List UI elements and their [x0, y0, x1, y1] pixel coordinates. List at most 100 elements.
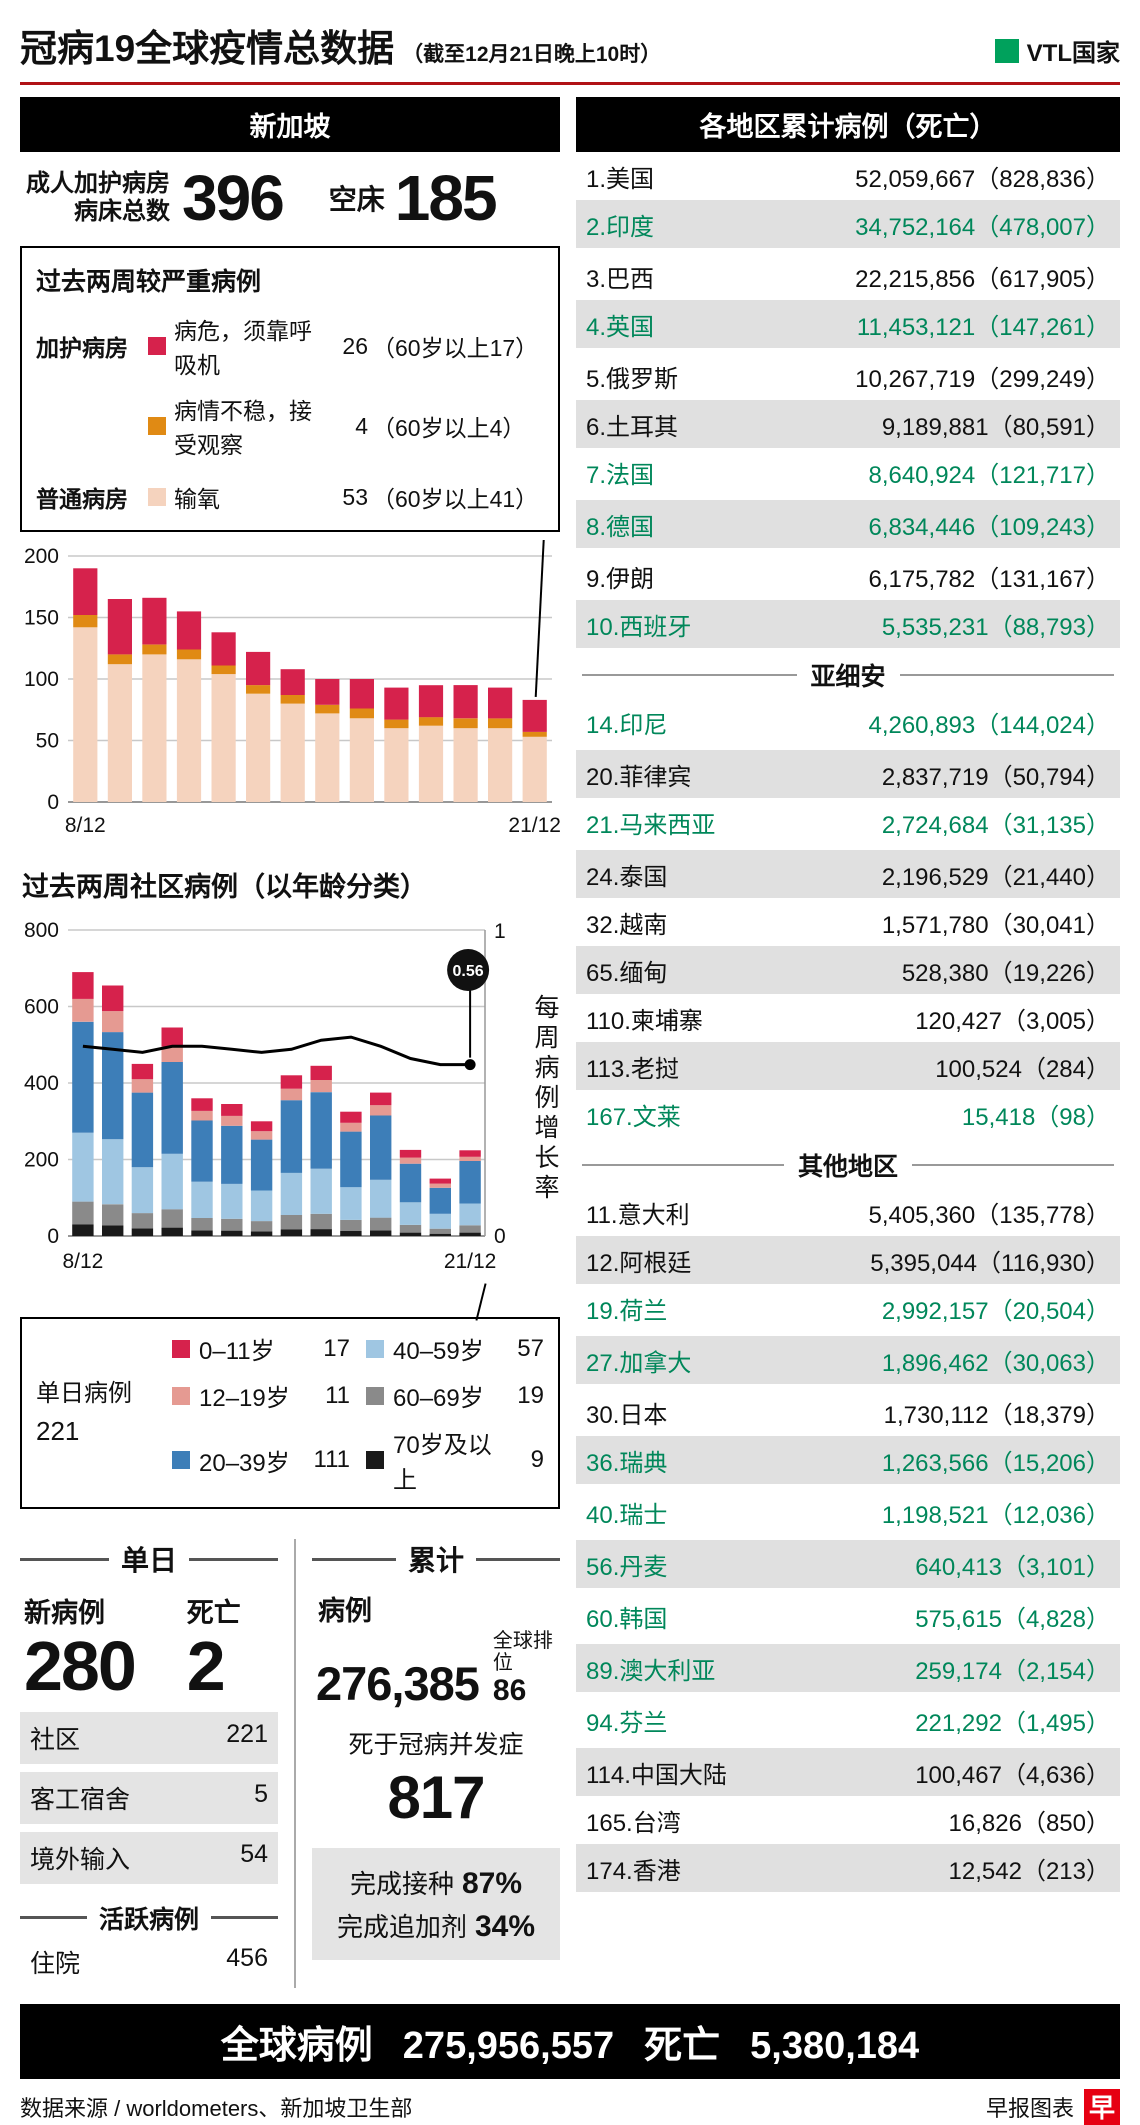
- legend-swatch-icon: [172, 1339, 190, 1358]
- vtl-swatch-icon: [994, 38, 1019, 63]
- svg-text:1: 1: [494, 920, 506, 943]
- chart-to-legend-callout: [20, 1283, 560, 1321]
- region-subheader: 亚细安: [576, 652, 1120, 698]
- country-row: 113.老挝 100,524（284）: [576, 1042, 1120, 1090]
- country-row: 8.德国 6,834,446（109,243）: [576, 500, 1120, 548]
- svg-text:0: 0: [47, 1225, 59, 1248]
- svg-text:600: 600: [24, 996, 59, 1019]
- legend-swatch-icon: [366, 1451, 384, 1469]
- severe-legend-row: 病情不稳，接受观察 4 （60岁以上4）: [36, 392, 544, 460]
- svg-text:150: 150: [24, 607, 59, 630]
- svg-text:8/12: 8/12: [62, 1250, 103, 1273]
- country-row: 20.菲律宾 2,837,719（50,794）: [576, 750, 1120, 798]
- svg-text:100: 100: [24, 668, 59, 691]
- age-legend-item: 20–39岁 111: [172, 1425, 350, 1495]
- legend-swatch-icon: [366, 1386, 384, 1405]
- global-cases-value: 275,956,557: [402, 2024, 615, 2067]
- age-legend-item: 40–59岁 57: [366, 1331, 544, 1366]
- daily-breakdown-row: 客工宿舍 5: [20, 1771, 278, 1824]
- growth-rate-axis-label: 每周病例增长率: [531, 993, 559, 1204]
- country-row: 10.西班牙 5,535,231（88,793）: [576, 600, 1120, 648]
- cumulative-header: 累计: [312, 1539, 561, 1579]
- severe-cases-title: 过去两周较严重病例: [36, 268, 262, 296]
- svg-text:200: 200: [24, 1149, 59, 1172]
- community-chart-title: 过去两周社区病例（以年龄分类）: [22, 872, 427, 902]
- community-cases-chart: 0 200 400 600 800 1 0 0.56 8/12 21/12 每周病例增长率: [20, 910, 560, 1287]
- global-totals-bar: 全球病例 275,956,557 死亡 5,380,184: [20, 2003, 1120, 2079]
- severe-legend-row: 普通病房 输氧 53 （60岁以上41）: [36, 483, 539, 513]
- severe-legend-row: 加护病房 病危，须靠呼吸机 26 （60岁以上17）: [36, 318, 539, 378]
- credit-label: 早报图表: [985, 2095, 1074, 2121]
- country-row: 89.澳大利亚 259,174（2,154）: [576, 1644, 1120, 1692]
- vtl-legend: VTL国家: [994, 33, 1120, 68]
- legend-swatch-icon: [172, 1451, 190, 1469]
- svg-text:0: 0: [47, 791, 59, 814]
- country-row: 27.加拿大 1,896,462（30,063）: [576, 1336, 1120, 1384]
- country-row: 6.土耳其 9,189,881（80,591）: [576, 400, 1120, 448]
- vtl-label: VTL国家: [1026, 40, 1120, 67]
- country-row: 36.瑞典 1,263,566（15,206）: [576, 1436, 1120, 1484]
- global-deaths-value: 5,380,184: [750, 2024, 920, 2067]
- header-divider: [20, 82, 1120, 85]
- svg-text:0: 0: [494, 1225, 506, 1248]
- page-subtitle: （截至12月21日晚上10时）: [402, 43, 662, 66]
- country-row: 2.印度 34,752,164（478,007）: [576, 200, 1120, 248]
- country-row: 165.台湾 16,826（850）: [586, 1809, 1110, 1837]
- legend-swatch-icon: [366, 1339, 384, 1358]
- daily-breakdown-row: 境外输入 54: [20, 1831, 278, 1884]
- svg-text:0.56: 0.56: [453, 963, 484, 980]
- cumulative-deaths-value: 817: [387, 1764, 485, 1831]
- country-row: 30.日本 1,730,112（18,379）: [586, 1401, 1110, 1429]
- icu-empty-label: 空床: [328, 184, 385, 215]
- icu-beds-summary: 成人加护病房 病床总数 396 空床 185: [20, 152, 560, 234]
- global-cases-label: 全球病例: [220, 2024, 373, 2067]
- daily-cases-label: 单日病例: [36, 1379, 132, 1407]
- cumulative-cases-value: 276,385: [316, 1657, 480, 1710]
- vaccination-stat: 完成追加剂 34%: [336, 1910, 536, 1943]
- country-row: 12.阿根廷 5,395,044（116,930）: [576, 1236, 1120, 1284]
- country-row: 7.法国 8,640,924（121,717）: [586, 461, 1110, 489]
- cumulative-deaths-label: 死于冠病并发症: [348, 1731, 524, 1759]
- severe-cases-chart: 0 50 100 150 200 8/12 21/12: [20, 539, 561, 849]
- country-row: 14.印尼 4,260,893（144,024）: [586, 711, 1110, 739]
- singapore-column: 新加坡 成人加护病房 病床总数 396 空床 185 过去两周较严重病例 加护病…: [20, 97, 561, 1988]
- svg-text:800: 800: [24, 919, 59, 942]
- footer: 数据来源 / worldometers、新加坡卫生部 早报图表 早: [0, 2079, 1140, 2125]
- header: 冠病19全球疫情总数据 （截至12月21日晚上10时） VTL国家: [0, 12, 1140, 72]
- country-row: 9.伊朗 6,175,782（131,167）: [586, 565, 1110, 593]
- country-row: 94.芬兰 221,292（1,495）: [586, 1709, 1110, 1737]
- severe-cases-panel: 过去两周较严重病例 加护病房 病危，须靠呼吸机 26 （60岁以上17） 病情不稳，接受…: [20, 246, 560, 532]
- country-row: 110.柬埔寨 120,427（3,005）: [586, 1007, 1110, 1035]
- new-deaths-value: 2: [186, 1627, 226, 1705]
- region-table: 各地区累计病例（死亡） 1.美国 52,059,667（828,836） 2.印度 3…: [576, 97, 1120, 1892]
- region-subheader: 其他地区: [576, 1142, 1120, 1188]
- vaccination-stat: 完成接种 87%: [349, 1867, 523, 1900]
- page-title: 冠病19全球疫情总数据: [20, 28, 395, 69]
- new-cases-value: 280: [24, 1627, 137, 1705]
- legend-swatch-icon: [172, 1386, 190, 1405]
- daily-header: 单日: [20, 1539, 279, 1579]
- country-row: 5.俄罗斯 10,267,719（299,249）: [586, 365, 1110, 393]
- age-legend-item: 12–19岁 11: [172, 1378, 350, 1413]
- svg-text:400: 400: [24, 1072, 59, 1095]
- country-row: 40.瑞士 1,198,521（12,036）: [586, 1501, 1110, 1529]
- age-legend-item: 60–69岁 19: [366, 1378, 544, 1413]
- country-row: 167.文莱 15,418（98）: [586, 1103, 1110, 1131]
- cumulative-cases-label: 病例: [318, 1596, 372, 1626]
- zaobao-logo-icon: 早: [1084, 2088, 1120, 2125]
- country-row: 60.韩国 575,615（4,828）: [586, 1605, 1110, 1633]
- daily-cumulative-section: 单日 新病例 280 死亡 2 社区 221 客工宿舍 5 境外输入 54: [20, 1539, 561, 1988]
- daily-breakdown-row: 社区 221: [20, 1711, 278, 1764]
- icu-total-value: 396: [182, 162, 285, 234]
- country-row: 11.意大利 5,405,360（135,778）: [586, 1201, 1110, 1229]
- icu-empty-value: 185: [394, 162, 498, 234]
- singapore-section-header: 新加坡: [20, 97, 560, 152]
- legend-swatch-icon: [148, 488, 166, 506]
- vaccination-box: 完成接种 87% 完成追加剂 34%: [312, 1848, 560, 1960]
- country-row: 3.巴西 22,215,856（617,905）: [586, 265, 1110, 293]
- daily-panel: 单日 新病例 280 死亡 2 社区 221 客工宿舍 5 境外输入 54: [20, 1539, 296, 1988]
- credit: 早报图表 早: [985, 2088, 1120, 2125]
- new-deaths-block: 死亡 2: [186, 1598, 241, 1705]
- svg-text:200: 200: [24, 545, 59, 568]
- country-row: 24.泰国 2,196,529（21,440）: [576, 850, 1120, 898]
